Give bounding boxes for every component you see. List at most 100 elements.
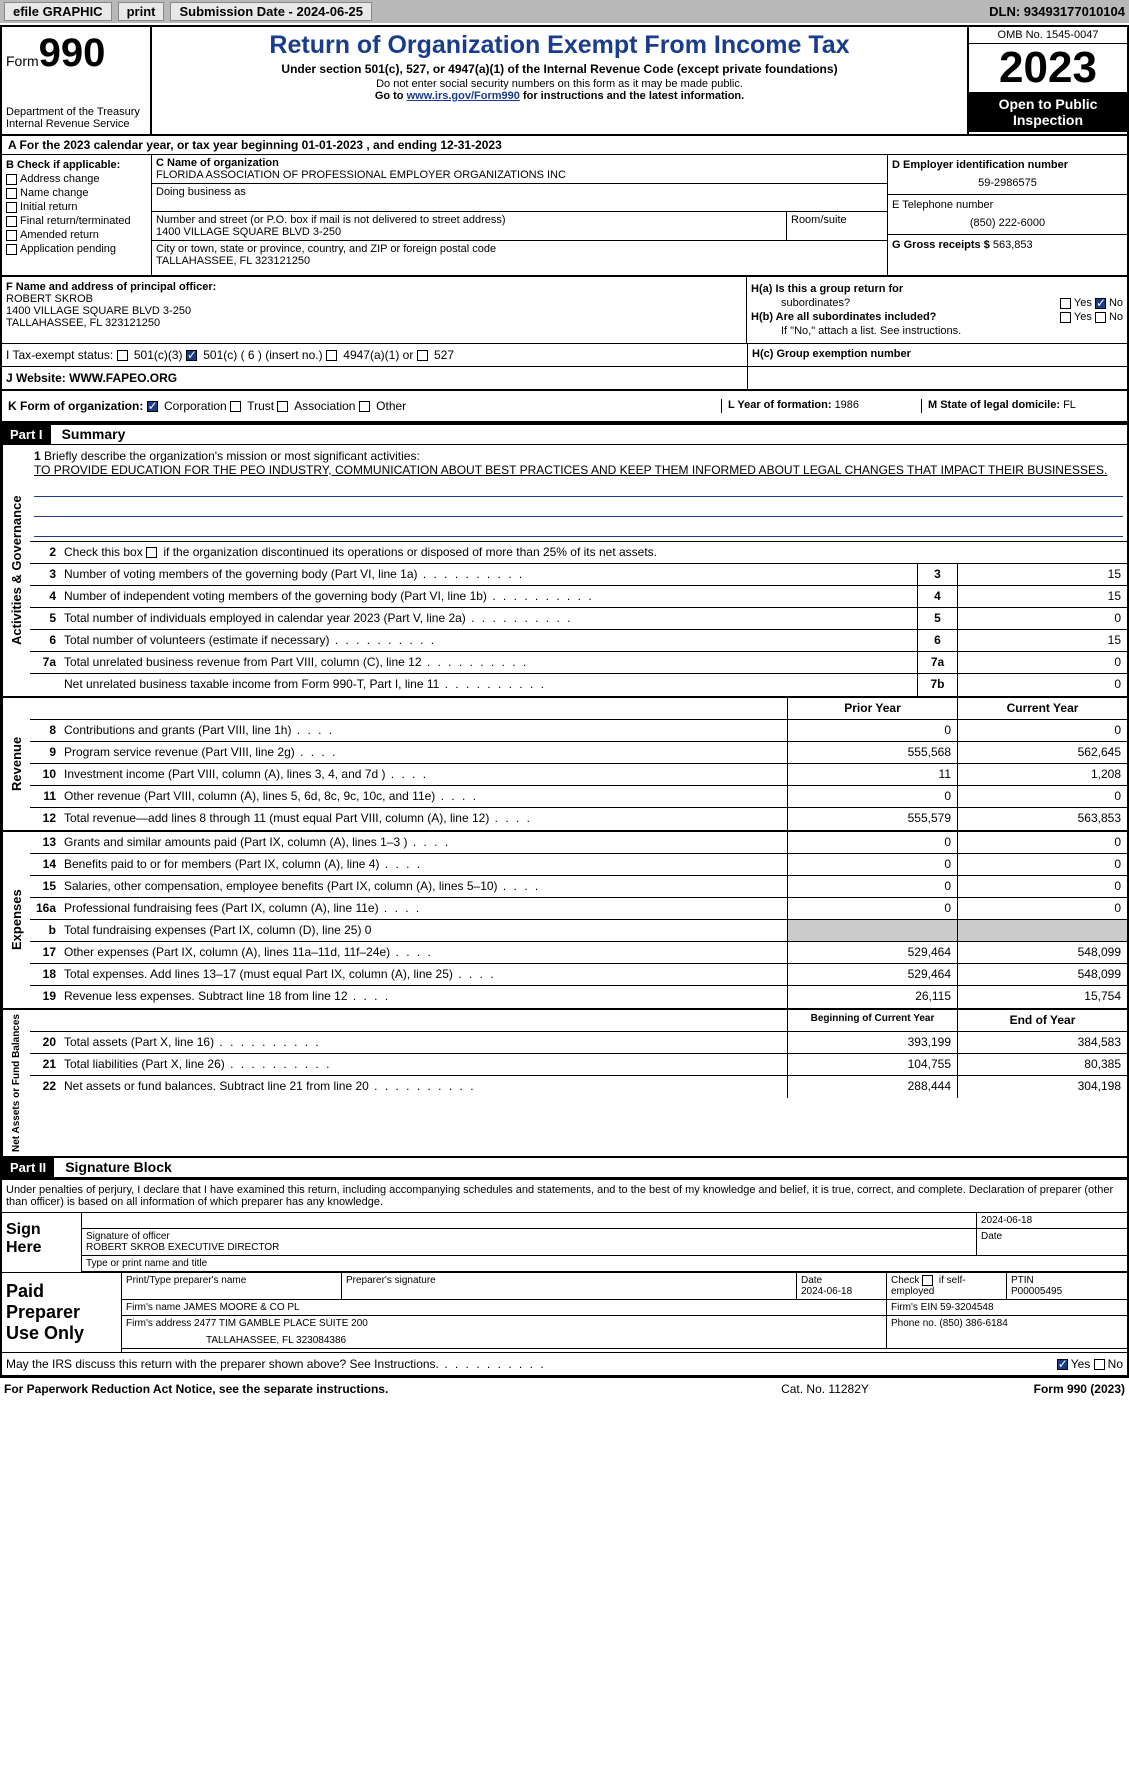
self-employed-checkbox[interactable] <box>922 1275 933 1286</box>
ha-yes-label: Yes <box>1074 297 1092 309</box>
amended-return-checkbox[interactable] <box>6 230 17 241</box>
501c-checkbox[interactable] <box>186 350 197 361</box>
final-return-checkbox[interactable] <box>6 216 17 227</box>
officer-h-row: F Name and address of principal officer:… <box>2 277 1127 344</box>
527-checkbox[interactable] <box>417 350 428 361</box>
org-name-cell: C Name of organization FLORIDA ASSOCIATI… <box>152 155 887 184</box>
governance-side-label: Activities & Governance <box>2 445 30 696</box>
corp-checkbox[interactable] <box>147 401 158 412</box>
receipts-cell: G Gross receipts $ 563,853 <box>888 235 1127 275</box>
perjury-declaration: Under penalties of perjury, I declare th… <box>2 1180 1127 1212</box>
name-change-label: Name change <box>20 187 89 199</box>
section-m-block: M State of legal domicile: FL <box>921 399 1121 413</box>
ptin-label: PTIN <box>1011 1275 1123 1286</box>
summary-line: 17Other expenses (Part IX, column (A), l… <box>30 942 1127 964</box>
part1-badge: Part I <box>2 425 51 444</box>
section-j-block: J Website: WWW.FAPEO.ORG <box>2 367 747 389</box>
ha-sub-label: subordinates? <box>751 297 850 309</box>
website-label: J Website: <box>6 371 69 385</box>
irs-gov-link[interactable]: www.irs.gov/Form990 <box>407 90 520 102</box>
top-toolbar: efile GRAPHIC print Submission Date - 20… <box>0 0 1129 23</box>
address-change-checkbox[interactable] <box>6 174 17 185</box>
4947-checkbox[interactable] <box>326 350 337 361</box>
prep-sig-label: Preparer's signature <box>342 1273 797 1299</box>
firm-ein-label: Firm's EIN <box>891 1302 940 1313</box>
dba-label: Doing business as <box>156 186 883 198</box>
print-button[interactable]: print <box>118 2 165 21</box>
name-change-checkbox[interactable] <box>6 188 17 199</box>
summary-line: 15Salaries, other compensation, employee… <box>30 876 1127 898</box>
firm-name-value: JAMES MOORE & CO PL <box>183 1302 299 1313</box>
paid-preparer-label: Paid Preparer Use Only <box>2 1273 122 1352</box>
mission-blank-line-3 <box>34 521 1123 537</box>
section-b-checkboxes: B Check if applicable: Address change Na… <box>2 155 152 275</box>
hb-label: H(b) Are all subordinates included? <box>751 311 936 323</box>
application-pending-checkbox[interactable] <box>6 244 17 255</box>
firm-addr-label: Firm's address <box>126 1318 194 1329</box>
form-title: Return of Organization Exempt From Incom… <box>160 31 959 60</box>
summary-line: 20Total assets (Part X, line 16)393,1993… <box>30 1032 1127 1054</box>
firm-addr1-value: 2477 TIM GAMBLE PLACE SUITE 200 <box>194 1318 368 1329</box>
mission-label: Briefly describe the organization's miss… <box>44 449 420 463</box>
section-k-block: K Form of organization: Corporation Trus… <box>8 399 721 413</box>
section-i-block: I Tax-exempt status: 501(c)(3) 501(c) ( … <box>2 344 747 366</box>
revenue-section: Revenue Prior Year Current Year 8Contrib… <box>2 698 1127 832</box>
discuss-no-checkbox[interactable] <box>1094 1359 1105 1370</box>
officer-city: TALLAHASSEE, FL 323121250 <box>6 317 742 329</box>
paid-preparer-block: Paid Preparer Use Only Print/Type prepar… <box>2 1272 1127 1352</box>
initial-return-checkbox[interactable] <box>6 202 17 213</box>
sig-date-label: Date <box>977 1229 1127 1255</box>
netassets-content: Beginning of Current Year End of Year 20… <box>30 1010 1127 1156</box>
efile-button[interactable]: efile GRAPHIC <box>4 2 112 21</box>
ha-yes-checkbox[interactable] <box>1060 298 1071 309</box>
form-header: Form990 Department of the Treasury Inter… <box>2 27 1127 136</box>
signature-section: Under penalties of perjury, I declare th… <box>2 1178 1127 1375</box>
ha-no-label: No <box>1109 297 1123 309</box>
kform-label: K Form of organization: <box>8 399 143 413</box>
mission-text: TO PROVIDE EDUCATION FOR THE PEO INDUSTR… <box>34 463 1107 477</box>
header-left-block: Form990 Department of the Treasury Inter… <box>2 27 152 134</box>
phone-value: (850) 222-6000 <box>892 217 1123 229</box>
website-value: WWW.FAPEO.ORG <box>69 371 177 385</box>
form-subtitle: Under section 501(c), 527, or 4947(a)(1)… <box>160 62 959 76</box>
summary-line: 9Program service revenue (Part VIII, lin… <box>30 742 1127 764</box>
form-number: 990 <box>39 31 106 75</box>
hb-yes-checkbox[interactable] <box>1060 312 1071 323</box>
501c3-label: 501(c)(3) <box>134 348 183 362</box>
street-cell: Number and street (or P.O. box if mail i… <box>152 212 787 240</box>
summary-line: Net unrelated business taxable income fr… <box>30 674 1127 696</box>
501c-label: 501(c) ( 6 ) (insert no.) <box>203 348 322 362</box>
type-print-label: Type or print name and title <box>82 1256 1127 1271</box>
discuss-yes-label: Yes <box>1071 1357 1091 1371</box>
prior-year-header: Prior Year <box>787 698 957 719</box>
501c3-checkbox[interactable] <box>117 350 128 361</box>
domicile-value: FL <box>1063 399 1076 411</box>
summary-line: bTotal fundraising expenses (Part IX, co… <box>30 920 1127 942</box>
firm-ein-value: 59-3204548 <box>940 1302 993 1313</box>
current-year-header: Current Year <box>957 698 1127 719</box>
goto-prefix: Go to <box>375 90 407 102</box>
identification-block: B Check if applicable: Address change Na… <box>2 155 1127 277</box>
discuss-yes-checkbox[interactable] <box>1057 1359 1068 1370</box>
trust-checkbox[interactable] <box>230 401 241 412</box>
sig-date-value: 2024-06-18 <box>977 1213 1127 1228</box>
officer-label: F Name and address of principal officer: <box>6 281 742 293</box>
summary-line: 10Investment income (Part VIII, column (… <box>30 764 1127 786</box>
hb-no-label: No <box>1109 311 1123 323</box>
ha-no-checkbox[interactable] <box>1095 298 1106 309</box>
page-footer: For Paperwork Reduction Act Notice, see … <box>0 1377 1129 1400</box>
year-formation-label: L Year of formation: <box>728 399 835 411</box>
hb-no-checkbox[interactable] <box>1095 312 1106 323</box>
prep-name-label: Print/Type preparer's name <box>122 1273 342 1299</box>
assoc-checkbox[interactable] <box>277 401 288 412</box>
4947-label: 4947(a)(1) or <box>343 348 413 362</box>
ssn-warning: Do not enter social security numbers on … <box>160 78 959 90</box>
open-public-badge: Open to Public Inspection <box>969 92 1127 132</box>
ein-value: 59-2986575 <box>892 177 1123 189</box>
other-checkbox[interactable] <box>359 401 370 412</box>
prep-date-value: 2024-06-18 <box>801 1286 882 1297</box>
line2-checkbox[interactable] <box>146 547 157 558</box>
corp-label: Corporation <box>164 399 227 413</box>
hc-label: H(c) Group exemption number <box>752 348 911 360</box>
mission-blank-line-2 <box>34 501 1123 517</box>
